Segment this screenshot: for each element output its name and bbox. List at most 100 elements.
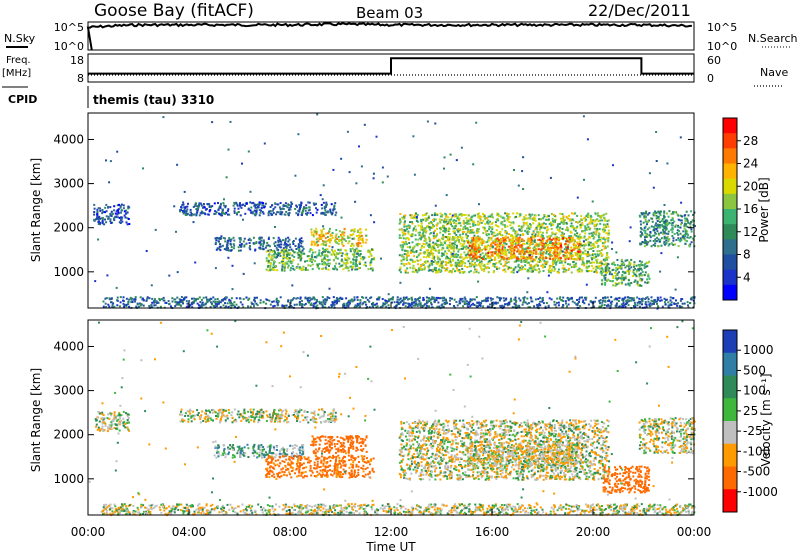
scatter-cell xyxy=(282,255,285,258)
scatter-cell xyxy=(315,305,317,308)
scatter-cell xyxy=(384,302,387,305)
scatter-cell xyxy=(681,302,684,305)
scatter-cell xyxy=(406,236,409,239)
scatter-cell xyxy=(267,261,270,264)
scatter-cell xyxy=(516,250,519,253)
scatter-cell xyxy=(637,268,640,271)
scatter-cell xyxy=(118,305,121,308)
scatter-cell xyxy=(400,228,403,231)
scatter-cell xyxy=(504,235,507,238)
scatter-cell xyxy=(603,247,606,250)
scatter-cell xyxy=(665,236,668,239)
scatter-cell xyxy=(597,220,600,223)
scatter-cell xyxy=(487,215,490,218)
scatter-cell xyxy=(349,233,352,236)
scatter-cell xyxy=(622,263,625,266)
scatter-cell xyxy=(115,215,118,218)
scatter-cell xyxy=(691,237,694,240)
scatter-cell xyxy=(545,218,548,221)
scatter-cell xyxy=(267,249,270,252)
scatter-cell xyxy=(189,208,192,211)
scatter-cell xyxy=(613,298,616,301)
scatter-cell xyxy=(310,244,313,246)
scatter-cell xyxy=(427,266,430,269)
scatter-cell xyxy=(265,268,268,271)
scatter-cell xyxy=(621,275,624,278)
scatter-cell xyxy=(218,300,221,303)
scatter-cell xyxy=(185,210,188,213)
scatter-cell xyxy=(311,256,314,259)
scatter-cell xyxy=(686,301,689,304)
scatter-cell xyxy=(357,242,360,244)
scatter-cell xyxy=(441,253,444,255)
scatter-cell xyxy=(314,260,317,263)
scatter-cell xyxy=(604,219,607,221)
scatter-cell xyxy=(600,273,603,276)
scatter-cell xyxy=(670,213,673,215)
scatter-cell xyxy=(300,303,303,306)
scatter-cell xyxy=(294,208,297,210)
scatter-cell xyxy=(436,222,439,225)
scatter-cell xyxy=(458,269,461,271)
scatter-cell xyxy=(514,255,517,258)
scatter-cell xyxy=(399,218,402,221)
scatter-cell xyxy=(334,265,336,268)
scatter-cell xyxy=(291,265,294,267)
scatter-cell xyxy=(557,238,560,241)
scatter-cell xyxy=(110,222,113,224)
scatter-cell xyxy=(669,303,672,306)
scatter-cell xyxy=(496,244,499,247)
scatter-cell xyxy=(401,299,404,302)
scatter-cell xyxy=(221,211,224,213)
scatter-cell xyxy=(159,299,161,302)
scatter-cell xyxy=(571,212,573,215)
scatter-cell xyxy=(555,256,558,259)
scatter-cell xyxy=(646,265,649,268)
scatter-cell xyxy=(403,249,406,252)
scatter-cell xyxy=(539,260,542,263)
scatter-cell xyxy=(658,211,661,214)
scatter-cell xyxy=(297,213,300,216)
scatter-cell xyxy=(401,248,404,251)
scatter-cell xyxy=(361,296,364,299)
scatter-cell xyxy=(421,233,424,236)
scatter-cell xyxy=(274,251,276,254)
scatter-cell xyxy=(460,245,463,248)
scatter-cell xyxy=(465,302,467,305)
scatter-cell xyxy=(578,296,581,299)
scatter-cell xyxy=(404,302,407,305)
scatter-cell xyxy=(476,247,479,250)
scatter-cell xyxy=(356,252,359,255)
scatter-cell xyxy=(486,221,489,224)
scatter-cell xyxy=(482,226,485,229)
scatter-cell xyxy=(261,204,264,207)
scatter-cell xyxy=(306,259,309,262)
scatter-cell xyxy=(281,262,284,265)
scatter-cell xyxy=(330,234,333,237)
scatter-cell xyxy=(238,204,241,206)
scatter-cell xyxy=(505,254,508,257)
scatter-cell xyxy=(494,252,497,255)
scatter-cell xyxy=(479,221,482,224)
scatter-cell xyxy=(275,213,278,216)
scatter-cell xyxy=(183,209,186,212)
scatter-cell xyxy=(575,221,578,223)
scatter-cell xyxy=(467,246,470,249)
scatter-cell xyxy=(529,223,531,225)
scatter-cell xyxy=(504,237,507,240)
scatter-cell xyxy=(405,257,408,260)
scatter-cell xyxy=(318,252,321,255)
scatter-cell xyxy=(569,297,572,300)
scatter-cell xyxy=(440,241,443,244)
scatter-cell xyxy=(527,302,530,304)
scatter-cell xyxy=(644,220,647,223)
scatter-cell xyxy=(276,203,279,206)
scatter-cell xyxy=(282,305,285,307)
scatter-cell xyxy=(451,244,454,247)
scatter-cell xyxy=(540,264,543,267)
scatter-cell xyxy=(603,263,606,266)
scatter-cell xyxy=(624,277,627,280)
scatter-cell xyxy=(684,229,687,232)
scatter-cell xyxy=(538,218,541,221)
scatter-cell xyxy=(104,297,107,300)
